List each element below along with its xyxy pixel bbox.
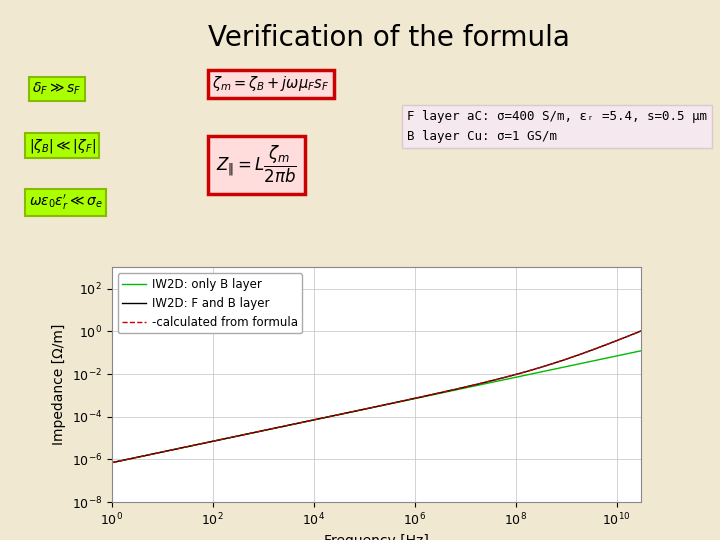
IW2D: F and B layer: (1.39e+09, 0.065): F and B layer: (1.39e+09, 0.065) — [569, 354, 577, 360]
Text: $\omega\varepsilon_0\varepsilon_r' \ll \sigma_e$: $\omega\varepsilon_0\varepsilon_r' \ll \… — [29, 193, 103, 212]
-calculated from formula — [310, 416, 319, 423]
Y-axis label: Impedance [Ω/m]: Impedance [Ω/m] — [52, 324, 66, 446]
IW2D: F and B layer: (1, 7.07e-07): F and B layer: (1, 7.07e-07) — [107, 460, 116, 466]
IW2D: only B layer: (1.87e+10, 0.0966): only B layer: (1.87e+10, 0.0966) — [626, 350, 635, 356]
Text: F layer aC: σ=400 S/m, εᵣ =5.4, s=0.5 μm
B layer Cu: σ=1 GS/m: F layer aC: σ=400 S/m, εᵣ =5.4, s=0.5 μm… — [407, 110, 707, 144]
Text: $\zeta_m{=}\zeta_B + j\omega\mu_F s_F$: $\zeta_m{=}\zeta_B + j\omega\mu_F s_F$ — [212, 74, 330, 93]
X-axis label: Frequency [Hz]: Frequency [Hz] — [324, 534, 428, 540]
-calculated from formula — [333, 411, 342, 418]
IW2D: F and B layer: (2.96e+04, 0.000122): F and B layer: (2.96e+04, 0.000122) — [333, 411, 342, 418]
IW2D: only B layer: (1, 7.07e-07): only B layer: (1, 7.07e-07) — [107, 460, 116, 466]
Text: $\delta_F \gg s_F$: $\delta_F \gg s_F$ — [32, 81, 82, 97]
Text: $|\zeta_B| \ll |\zeta_F|$: $|\zeta_B| \ll |\zeta_F|$ — [29, 137, 96, 155]
Text: $Z_\| = L\dfrac{\zeta_m}{2\pi b}$: $Z_\| = L\dfrac{\zeta_m}{2\pi b}$ — [216, 144, 297, 185]
-calculated from formula — [199, 440, 207, 447]
IW2D: F and B layer: (65.6, 5.73e-06): F and B layer: (65.6, 5.73e-06) — [199, 440, 207, 447]
IW2D: only B layer: (1.39e+09, 0.0263): only B layer: (1.39e+09, 0.0263) — [569, 362, 577, 368]
Legend: IW2D: only B layer, IW2D: F and B layer, -calculated from formula: IW2D: only B layer, IW2D: F and B layer,… — [117, 273, 302, 334]
-calculated from formula — [168, 447, 176, 453]
IW2D: only B layer: (15.7, 2.8e-06): only B layer: (15.7, 2.8e-06) — [168, 447, 176, 453]
-calculated from formula — [569, 354, 577, 360]
-calculated from formula — [626, 332, 635, 339]
IW2D: only B layer: (2.96e+04, 0.000122): only B layer: (2.96e+04, 0.000122) — [333, 411, 342, 418]
-calculated from formula — [636, 328, 645, 334]
Line: -calculated from formula: -calculated from formula — [112, 331, 641, 463]
IW2D: F and B layer: (3e+10, 1.03): F and B layer: (3e+10, 1.03) — [636, 328, 645, 334]
IW2D: F and B layer: (1.04e+04, 7.24e-05): F and B layer: (1.04e+04, 7.24e-05) — [310, 416, 319, 423]
IW2D: F and B layer: (15.7, 2.8e-06): F and B layer: (15.7, 2.8e-06) — [168, 447, 176, 453]
IW2D: only B layer: (3e+10, 0.122): only B layer: (3e+10, 0.122) — [636, 348, 645, 354]
Line: IW2D: F and B layer: IW2D: F and B layer — [112, 331, 641, 463]
Text: Verification of the formula: Verification of the formula — [208, 24, 570, 52]
IW2D: only B layer: (1.04e+04, 7.22e-05): only B layer: (1.04e+04, 7.22e-05) — [310, 416, 319, 423]
Line: IW2D: only B layer: IW2D: only B layer — [112, 351, 641, 463]
-calculated from formula — [107, 460, 116, 466]
IW2D: only B layer: (65.6, 5.73e-06): only B layer: (65.6, 5.73e-06) — [199, 440, 207, 447]
IW2D: F and B layer: (1.87e+10, 0.658): F and B layer: (1.87e+10, 0.658) — [626, 332, 635, 339]
